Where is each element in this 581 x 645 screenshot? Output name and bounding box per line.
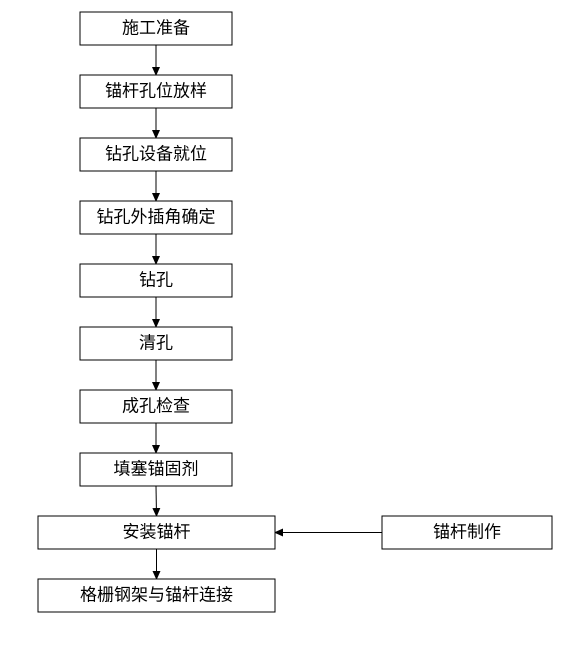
flow-arrow bbox=[156, 486, 157, 516]
flow-node-label: 锚杆制作 bbox=[433, 522, 501, 541]
flow-node-n8: 填塞锚固剂 bbox=[80, 453, 232, 486]
flow-node-label: 格栅钢架与锚杆连接 bbox=[80, 585, 233, 604]
flow-node-label: 锚杆孔位放样 bbox=[105, 81, 207, 100]
flow-node-label: 成孔检查 bbox=[122, 396, 190, 415]
flow-node-n10: 格栅钢架与锚杆连接 bbox=[38, 579, 275, 612]
flow-node-n7: 成孔检查 bbox=[80, 390, 232, 423]
flow-node-n2: 锚杆孔位放样 bbox=[80, 75, 232, 108]
flow-node-n3: 钻孔设备就位 bbox=[80, 138, 232, 171]
flow-node-n4: 钻孔外插角确定 bbox=[80, 201, 232, 234]
flow-node-n5: 钻孔 bbox=[80, 264, 232, 297]
flow-node-label: 安装锚杆 bbox=[123, 522, 191, 541]
flow-node-label: 钻孔设备就位 bbox=[105, 144, 207, 163]
flow-node-n9: 安装锚杆 bbox=[38, 516, 275, 549]
flow-node-label: 施工准备 bbox=[122, 18, 190, 37]
flowchart-canvas: 施工准备锚杆孔位放样钻孔设备就位钻孔外插角确定钻孔清孔成孔检查填塞锚固剂安装锚杆… bbox=[0, 0, 581, 645]
flow-node-n6: 清孔 bbox=[80, 327, 232, 360]
flow-node-label: 钻孔 bbox=[139, 270, 173, 289]
flow-node-label: 填塞锚固剂 bbox=[114, 459, 199, 478]
flow-node-label: 钻孔外插角确定 bbox=[97, 207, 216, 226]
flow-node-n1: 施工准备 bbox=[80, 12, 232, 45]
flow-node-n11: 锚杆制作 bbox=[382, 516, 552, 549]
flow-node-label: 清孔 bbox=[139, 333, 173, 352]
